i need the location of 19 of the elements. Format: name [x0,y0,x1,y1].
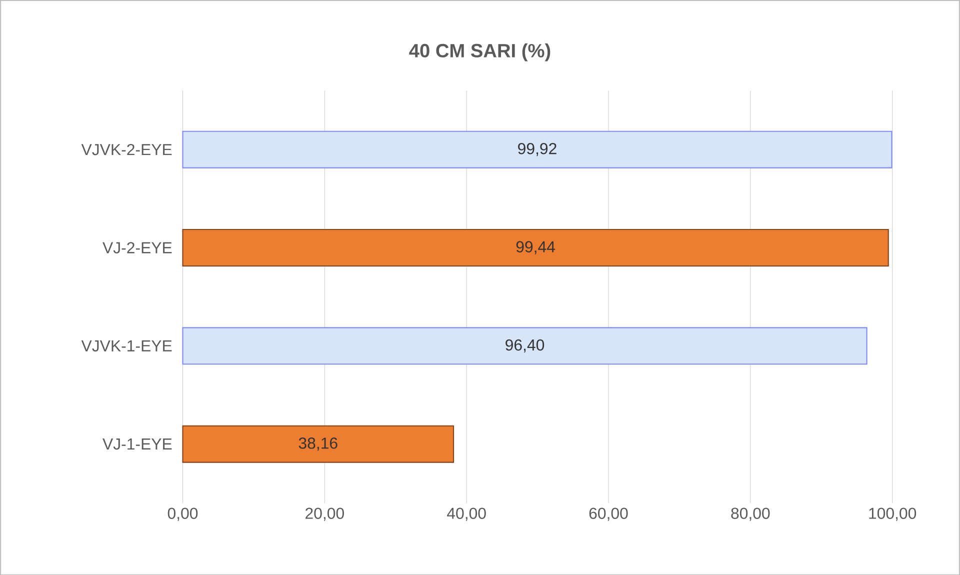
bar [182,228,889,266]
y-tick-label: VJ-1-EYE [102,438,172,450]
x-tick-label: 80,00 [731,507,770,521]
y-tick-label: VJVK-2-EYE [81,144,172,155]
bar [182,326,868,364]
data-label: 96,40 [506,339,544,352]
x-tick-label: 100,00 [869,507,916,521]
x-tick-label: 0,00 [168,507,198,521]
data-label: 99,44 [516,240,555,254]
chart-title: 40 CM SARI (%) [409,43,550,62]
data-label: 99,92 [518,142,556,156]
bar [182,425,454,463]
bar [182,130,892,168]
y-tick-label: VJ-2-EYE [102,242,172,254]
x-tick-label: 60,00 [589,507,628,521]
y-tick-label: VJVK-1-EYE [81,340,172,352]
data-label: 38,16 [298,437,338,450]
x-tick-label: 20,00 [306,507,344,521]
x-tick-label: 40,00 [447,507,486,521]
